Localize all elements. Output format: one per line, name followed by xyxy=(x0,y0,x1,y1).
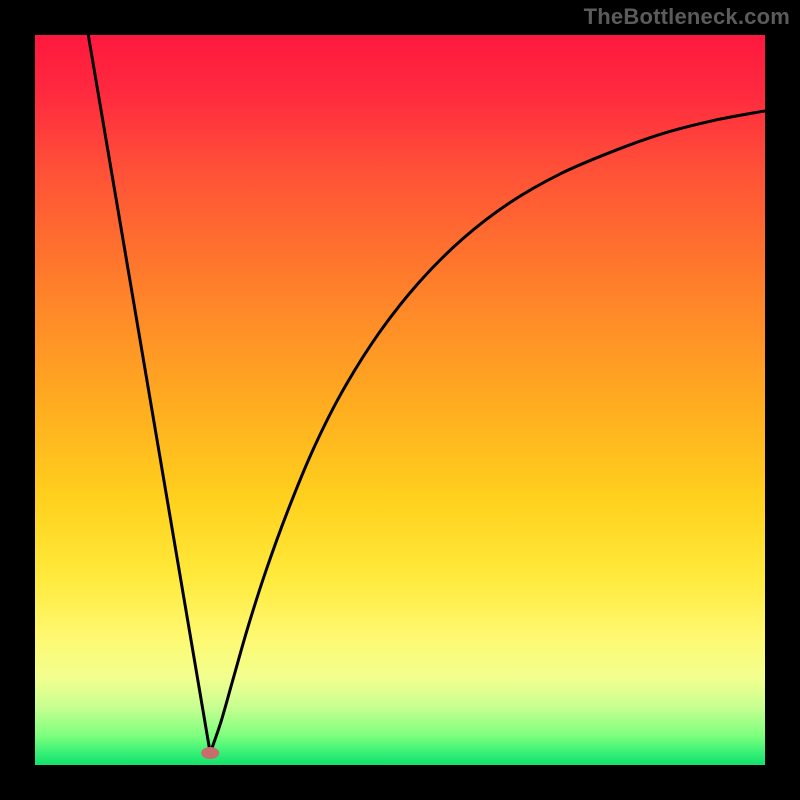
plot-gradient-background xyxy=(35,35,765,765)
bottleneck-chart xyxy=(0,0,800,800)
minimum-marker xyxy=(201,747,219,759)
watermark-text: TheBottleneck.com xyxy=(584,4,790,30)
